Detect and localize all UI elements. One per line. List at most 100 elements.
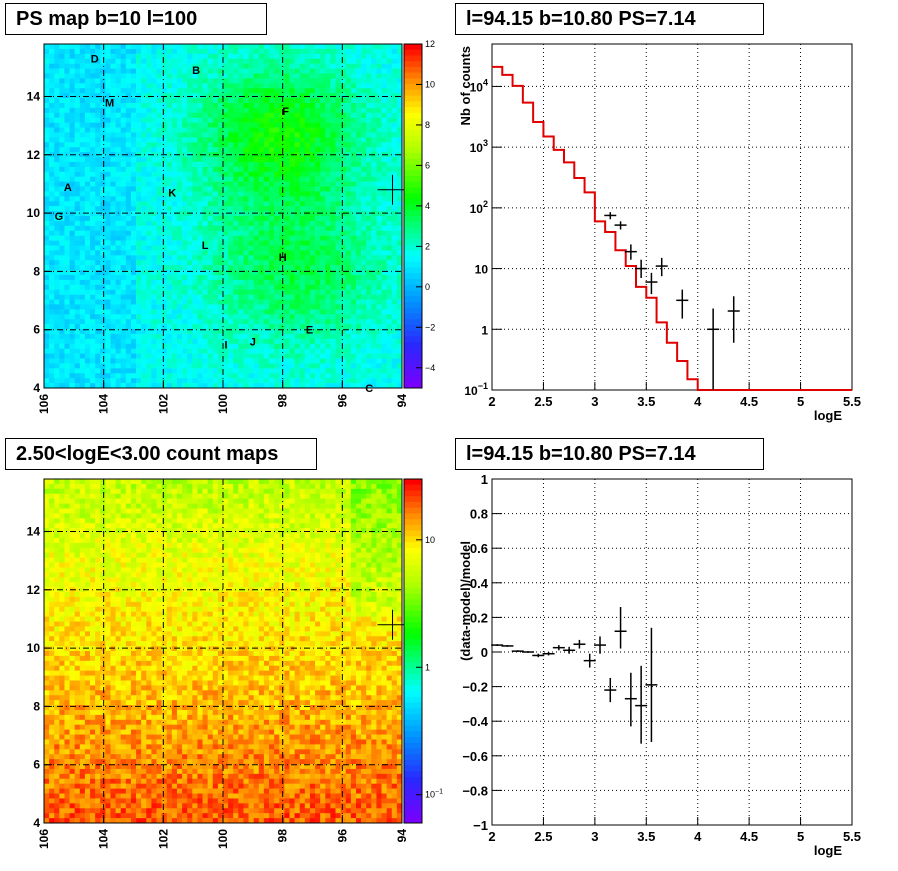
map-cell [44, 132, 50, 138]
map-cell [243, 142, 249, 148]
map-cell [125, 122, 132, 128]
map-cell [269, 44, 275, 50]
map-cell [130, 265, 137, 271]
map-cell [69, 368, 75, 374]
map-cell [95, 127, 101, 133]
map-cell [345, 265, 352, 271]
map-cell [207, 142, 214, 148]
map-cell [284, 333, 290, 340]
map-cell [320, 284, 326, 291]
map-cell [391, 304, 398, 310]
map-cell [340, 147, 347, 153]
colorbar-cell [404, 244, 422, 251]
map-cell [59, 338, 65, 345]
map-cell [166, 211, 173, 217]
map-cell [274, 309, 280, 315]
map-cell [243, 127, 249, 133]
map-cell [69, 220, 75, 227]
map-cell [299, 343, 306, 349]
map-cell [248, 260, 254, 266]
map-cell [84, 284, 91, 291]
map-cell [69, 117, 75, 123]
map-cell [345, 196, 352, 202]
map-cell [284, 132, 290, 138]
map-cell [294, 122, 301, 128]
map-cell [171, 220, 178, 227]
map-cell [100, 270, 106, 276]
map-cell [243, 353, 249, 359]
map-cell [335, 152, 341, 158]
map-cell [315, 63, 321, 69]
map-cell [335, 304, 341, 310]
map-cell [279, 181, 285, 187]
map-cell [115, 324, 122, 330]
map-cell [171, 235, 178, 241]
map-cell [309, 284, 316, 291]
map-cell [391, 122, 398, 128]
map-cell [335, 142, 341, 148]
map-cell [171, 88, 178, 94]
map-cell [110, 270, 116, 276]
map-cell [100, 166, 106, 173]
map-cell [197, 299, 203, 305]
map-cell [146, 333, 152, 340]
map-cell [366, 186, 372, 192]
map-cell [212, 196, 219, 202]
map-cell [325, 220, 331, 227]
map-cell [325, 157, 331, 163]
map-cell [197, 83, 203, 89]
map-cell [49, 63, 55, 69]
map-cell [130, 225, 137, 232]
map-cell [110, 230, 116, 236]
map-cell [197, 166, 203, 173]
map-cell [299, 260, 306, 266]
map-cell [391, 53, 398, 60]
map-cell [299, 270, 306, 276]
map-cell [49, 132, 55, 138]
map-cell [74, 329, 81, 335]
map-cell [238, 279, 244, 286]
map-cell [233, 166, 239, 173]
map-cell [187, 127, 193, 133]
map-cell [171, 117, 178, 123]
map-cell [371, 225, 377, 232]
map-cell [315, 240, 321, 246]
map-cell [233, 191, 239, 197]
map-cell [396, 358, 403, 364]
map-cell [115, 309, 122, 315]
map-cell [130, 216, 137, 222]
map-cell [197, 324, 203, 330]
map-cell [309, 343, 316, 349]
map-cell [376, 270, 382, 276]
map-cell [59, 147, 65, 153]
map-cell [320, 127, 326, 133]
map-cell [110, 98, 116, 104]
map-cell [156, 191, 162, 197]
map-cell [79, 83, 86, 89]
map-cell [44, 383, 50, 389]
map-cell [176, 176, 183, 182]
map-cell [192, 353, 198, 359]
map-cell [74, 299, 81, 305]
map-cell [115, 329, 122, 335]
map-cell [171, 73, 178, 79]
map-cell [366, 181, 372, 187]
map-cell [253, 48, 260, 55]
map-cell [253, 373, 260, 379]
map-cell [263, 112, 270, 119]
map-cell [197, 304, 203, 310]
map-cell [207, 132, 214, 138]
map-cell [269, 304, 275, 310]
map-cell [248, 196, 254, 202]
map-cell [136, 107, 142, 114]
map-cell [335, 274, 341, 281]
map-cell [223, 201, 229, 207]
map-cell [289, 112, 295, 119]
map-cell [125, 383, 132, 389]
map-cell [376, 152, 382, 158]
map-cell [120, 127, 127, 133]
map-cell [258, 88, 265, 94]
map-cell [391, 112, 398, 119]
map-cell [274, 83, 280, 89]
map-cell [269, 358, 275, 364]
